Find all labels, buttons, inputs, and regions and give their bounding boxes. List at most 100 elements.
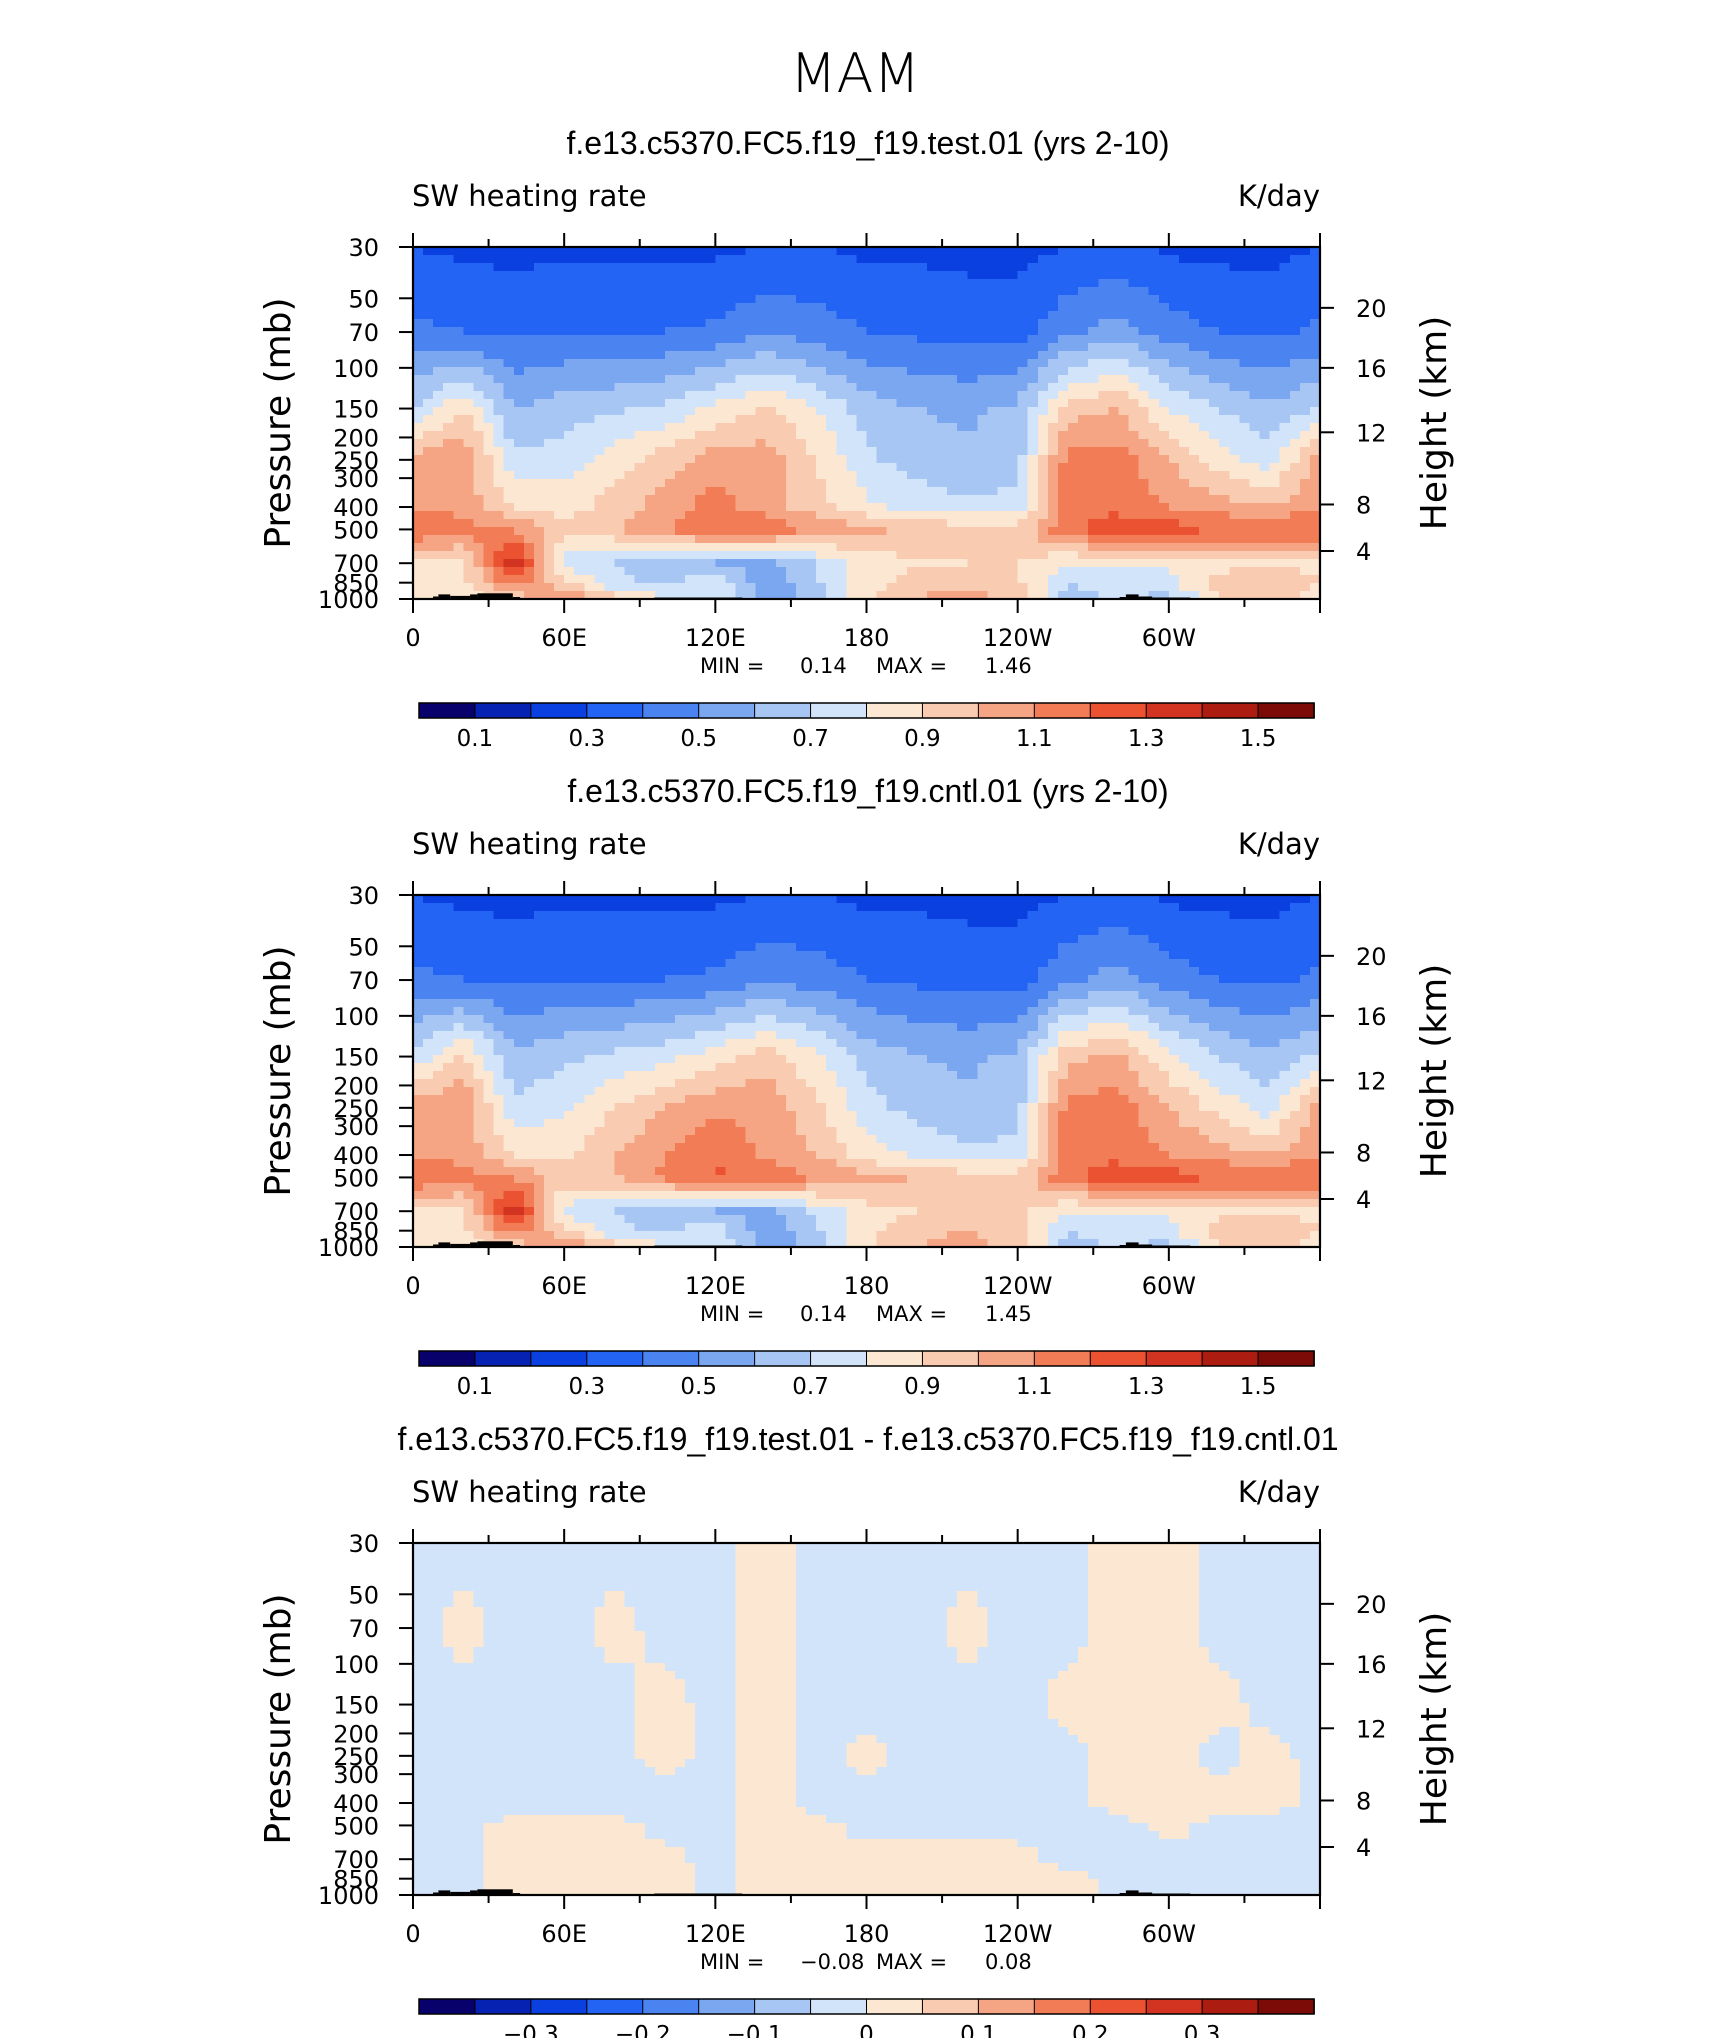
contour-band xyxy=(796,1727,1069,1736)
contour-band xyxy=(453,511,505,520)
contour-band xyxy=(634,1751,696,1760)
contour-band xyxy=(785,567,817,576)
contour-band xyxy=(977,1063,1029,1072)
y-axis-title-right: Height (km) xyxy=(1414,1612,1455,1826)
contour-band xyxy=(1047,1119,1059,1128)
contour-band xyxy=(685,1223,726,1232)
contour-band xyxy=(1088,991,1140,1000)
contour-band xyxy=(1279,1071,1311,1080)
contour-band xyxy=(1098,1239,1150,1248)
contour-band xyxy=(1148,1087,1190,1096)
contour-band xyxy=(1037,1135,1049,1144)
contour-band xyxy=(1037,1175,1049,1184)
contour-band xyxy=(1128,1095,1160,1104)
contour-band xyxy=(866,439,1029,448)
x-tick-label: 60E xyxy=(541,1272,587,1300)
contour-band xyxy=(1128,1023,1160,1032)
contour-band xyxy=(796,1607,948,1616)
colorbar-swatch xyxy=(1145,1350,1203,1367)
contour-band xyxy=(493,1215,505,1224)
contour-band xyxy=(886,1743,1089,1752)
contour-band xyxy=(1219,975,1301,984)
contour-band xyxy=(413,1031,434,1040)
contour-band xyxy=(1058,943,1160,952)
contour-band xyxy=(483,1215,495,1224)
contour-band xyxy=(836,1071,868,1080)
contour-band xyxy=(1037,1103,1049,1112)
contour-band xyxy=(544,439,616,448)
contour-band xyxy=(1027,1047,1049,1056)
contour-band xyxy=(836,311,1049,320)
max-value: 1.46 xyxy=(985,654,1032,678)
contour-band xyxy=(1017,519,1039,528)
contour-band xyxy=(735,1679,797,1688)
contour-band xyxy=(644,1647,737,1656)
contour-band xyxy=(846,407,928,416)
contour-band xyxy=(1289,1159,1321,1168)
contour-band xyxy=(1037,527,1049,536)
contour-band xyxy=(1229,447,1281,456)
contour-band xyxy=(906,1047,1019,1056)
x-tick-label: 180 xyxy=(844,1272,890,1300)
contour-band xyxy=(1229,263,1281,272)
contour-band xyxy=(957,1023,978,1032)
contour-band xyxy=(413,1111,475,1120)
colorbar-swatch xyxy=(530,1998,588,2015)
contour-band xyxy=(685,391,747,400)
contour-band xyxy=(493,439,515,448)
contour-band xyxy=(846,1751,888,1760)
chart-panel: f.e13.c5370.FC5.f19_f19.test.01 - f.e13.… xyxy=(258,1421,1455,2038)
topography-mask xyxy=(438,1242,451,1247)
contour-band xyxy=(1148,999,1210,1008)
contour-band xyxy=(796,1647,958,1656)
contour-band xyxy=(634,1687,686,1696)
contour-band xyxy=(1269,1079,1301,1088)
contour-band xyxy=(1037,255,1180,264)
contour-band xyxy=(987,1607,1089,1616)
contour-band xyxy=(1158,895,1311,904)
contour-band xyxy=(695,495,737,504)
contour-band xyxy=(856,319,1039,328)
contour-band xyxy=(443,383,474,392)
y-tick-label: 200 xyxy=(333,424,379,452)
contour-band xyxy=(473,1231,495,1240)
contour-band xyxy=(1289,1063,1321,1072)
contour-band xyxy=(967,271,1019,280)
contour-band xyxy=(745,1127,797,1136)
contour-band xyxy=(463,1191,485,1200)
topography-mask xyxy=(477,1241,513,1247)
contour-band xyxy=(1138,343,1190,352)
contour-band xyxy=(785,455,817,464)
contour-band xyxy=(1078,287,1150,296)
contour-band xyxy=(463,1207,475,1216)
contour-band xyxy=(846,1207,918,1216)
contour-band xyxy=(483,1199,495,1208)
contour-band xyxy=(473,535,525,544)
contour-band xyxy=(604,1647,646,1656)
contour-band xyxy=(413,1567,737,1576)
contour-band xyxy=(463,975,666,984)
contour-band xyxy=(1168,455,1200,464)
contour-band xyxy=(755,1031,777,1040)
contour-band xyxy=(413,951,737,960)
contour-band xyxy=(554,551,565,560)
x-tick-label: 60E xyxy=(541,1920,587,1948)
contour-band xyxy=(1047,551,1079,560)
contour-band xyxy=(1128,391,1150,400)
contour-band xyxy=(544,1215,555,1224)
contour-band xyxy=(614,1151,666,1160)
contour-band xyxy=(1138,455,1170,464)
contour-band xyxy=(725,1039,797,1048)
contour-band xyxy=(1047,383,1069,392)
contour-band xyxy=(1017,471,1029,480)
colorbar-swatch xyxy=(754,1350,812,1367)
colorbar-label: 0.3 xyxy=(1184,2022,1221,2038)
contour-band xyxy=(413,1007,454,1016)
contour-band xyxy=(1058,895,1160,904)
contour-band xyxy=(1138,1071,1170,1080)
contour-band xyxy=(1037,1023,1049,1032)
contour-band xyxy=(735,1567,797,1576)
contour-band xyxy=(423,1183,475,1192)
contour-band xyxy=(493,423,505,432)
contour-band xyxy=(775,535,1039,544)
